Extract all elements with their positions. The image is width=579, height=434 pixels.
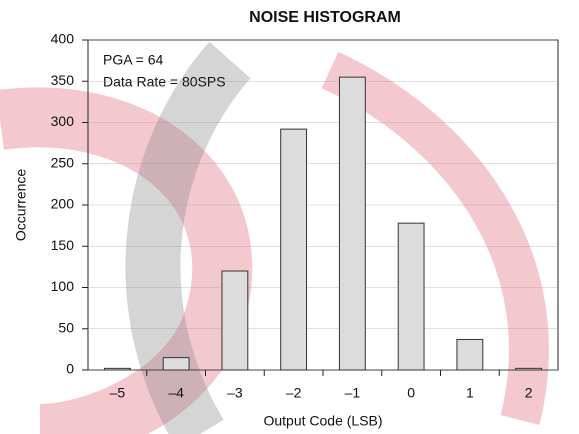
y-tick-label: 250 <box>51 154 75 170</box>
y-axis-label: Occurrence <box>13 169 29 242</box>
y-tick-label: 150 <box>51 237 75 253</box>
x-tick-label: 0 <box>407 385 415 401</box>
y-tick-label: 350 <box>51 72 75 88</box>
annotation: PGA = 64 <box>103 52 164 68</box>
bar <box>516 368 542 370</box>
bar <box>457 339 483 370</box>
bar <box>104 368 130 370</box>
y-tick-label: 50 <box>58 319 74 335</box>
y-tick-label: 300 <box>51 113 75 129</box>
watermark <box>0 60 529 434</box>
x-tick-label: 1 <box>466 385 474 401</box>
x-axis-label: Output Code (LSB) <box>263 413 382 429</box>
y-tick-label: 200 <box>51 196 75 212</box>
x-tick-label: –4 <box>168 385 184 401</box>
bar <box>281 129 307 370</box>
bar <box>398 223 424 370</box>
annotation: Data Rate = 80SPS <box>103 74 226 90</box>
y-tick-label: 400 <box>51 31 75 47</box>
bar <box>163 358 189 370</box>
page: {"chart_data": {"type": "bar", "title": … <box>0 0 579 434</box>
y-tick-label: 0 <box>66 361 74 377</box>
x-tick-label: –1 <box>345 385 361 401</box>
x-tick-label: –2 <box>286 385 302 401</box>
chart-title: NOISE HISTOGRAM <box>249 9 401 26</box>
x-tick-label: –3 <box>227 385 243 401</box>
x-tick-label: –5 <box>110 385 126 401</box>
bar <box>339 77 365 370</box>
x-tick-label: 2 <box>525 385 533 401</box>
y-tick-label: 100 <box>51 278 75 294</box>
bar <box>222 271 248 370</box>
chart: NOISE HISTOGRAM Output Code (LSB) Occurr… <box>0 0 579 434</box>
